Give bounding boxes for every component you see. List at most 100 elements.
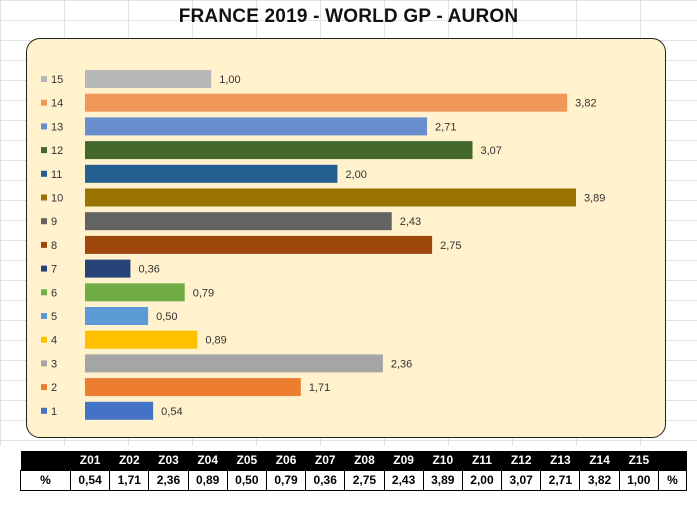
table-header-cell: Z04 <box>197 453 218 467</box>
data-table: Z01 Z02 Z03 Z04 Z05 Z06 Z07 Z08 Z09 Z10 Z11 Z12 Z13 Z… <box>20 451 687 491</box>
data-label-3: 2,36 <box>391 358 412 370</box>
table-value-cell: 2,75 <box>344 470 385 491</box>
legend-swatch-13 <box>41 123 47 130</box>
data-label-12: 3,07 <box>481 145 502 157</box>
data-label-14: 3,82 <box>575 98 596 110</box>
bar-4 <box>85 330 198 349</box>
legend-swatch-11 <box>41 170 47 177</box>
legend-label-4: 4 <box>51 335 57 347</box>
bar-8 <box>85 235 433 254</box>
legend-swatch-15 <box>41 76 47 82</box>
bar-15 <box>85 70 212 88</box>
bar-7 <box>85 259 131 278</box>
legend-label-12: 12 <box>51 145 63 157</box>
table-value-cell: 1,00 <box>618 470 660 491</box>
bar-13 <box>85 117 428 136</box>
table-value-cell: 0,54 <box>69 470 111 491</box>
legend-label-7: 7 <box>51 264 57 276</box>
data-label-10: 3,89 <box>584 193 605 205</box>
table-header-cell: Z10 <box>432 453 454 467</box>
bar-6 <box>85 283 185 302</box>
table-value-cell: 0,36 <box>305 470 346 491</box>
bar-2 <box>85 378 301 397</box>
table-value-cell: 2,00 <box>461 470 503 491</box>
bar-12 <box>85 141 473 160</box>
data-label-11: 2,00 <box>345 169 366 181</box>
bar-5 <box>85 307 149 325</box>
legend-swatch-6 <box>41 289 47 296</box>
data-label-5: 0,50 <box>156 311 177 323</box>
table-header-cell <box>659 451 687 471</box>
data-label-1: 0,54 <box>161 406 182 418</box>
table-header-cell: Z08 <box>354 453 375 467</box>
legend-label-8: 8 <box>51 240 57 252</box>
data-label-6: 0,79 <box>193 287 214 299</box>
table-header-row: Z01 Z02 Z03 Z04 Z05 Z06 Z07 Z08 Z09 Z10 Z11 Z12 Z13 Z… <box>20 451 687 471</box>
legend-swatch-14 <box>41 99 47 106</box>
data-table-wrapper: Z01 Z02 Z03 Z04 Z05 Z06 Z07 Z08 Z09 Z10 Z11 Z12 Z13 Z… <box>20 451 687 491</box>
legend-swatch-3 <box>41 360 47 367</box>
legend-label-15: 15 <box>51 74 63 86</box>
table-header-cell: Z05 <box>236 453 258 467</box>
table-value-cell: 3,07 <box>501 470 542 491</box>
table-value-cell: 0,50 <box>226 470 267 491</box>
legend-swatch-1 <box>41 407 47 414</box>
legend-swatch-7 <box>41 265 47 272</box>
table-value-cell: 2,36 <box>148 470 189 491</box>
data-label-9: 2,43 <box>400 216 421 228</box>
bar-11 <box>85 164 338 183</box>
table-value-cell: % <box>20 470 71 491</box>
legend-swatch-2 <box>41 384 47 391</box>
table-header-cell: Z03 <box>158 453 179 467</box>
table-header-cell: Z09 <box>393 453 414 467</box>
bar-3 <box>85 354 383 373</box>
table-header-cell: Z15 <box>628 453 650 467</box>
table-value-cell: 0,79 <box>265 470 307 491</box>
table-value-cell: 3,82 <box>579 470 620 491</box>
table-value-cell: 2,43 <box>383 470 424 491</box>
data-label-2: 1,71 <box>309 382 330 394</box>
bar-10 <box>85 188 577 207</box>
table-header-cell: Z12 <box>510 453 532 467</box>
legend-label-2: 2 <box>51 382 57 394</box>
table-value-row: % 0,54 1,71 2,36 0,89 0,50 0,79 0,36 2,75 2,43 3,8… <box>20 470 687 491</box>
table-value-cell: 1,71 <box>109 470 150 491</box>
chart-title: FRANCE 2019 - WORLD GP - AURON <box>178 6 519 27</box>
table-header-cell: Z13 <box>550 453 571 467</box>
legend-swatch-5 <box>41 313 47 319</box>
table-header-cell: Z14 <box>589 453 610 467</box>
data-label-13: 2,71 <box>435 121 456 133</box>
legend-label-5: 5 <box>51 311 57 323</box>
data-label-8: 2,75 <box>440 240 461 252</box>
legend-swatch-12 <box>41 147 47 154</box>
table-header-cell <box>21 451 71 471</box>
table-header-cell: Z01 <box>79 453 101 467</box>
bar-9 <box>85 212 392 231</box>
bar-1 <box>85 401 154 420</box>
legend-label-9: 9 <box>51 216 57 228</box>
bar-chart: 0,54 1 1,71 2 2,36 3 0,89 4 0,50 5 0,79 6 0,36 7 2,75 8… <box>41 70 605 420</box>
legend-label-6: 6 <box>51 287 57 299</box>
legend-label-13: 13 <box>51 121 63 133</box>
legend-swatch-4 <box>41 336 47 343</box>
table-value-cell: % <box>658 470 687 491</box>
legend-label-10: 10 <box>51 193 63 205</box>
table-value-cell: 2,71 <box>540 470 581 491</box>
table-value-cell: 3,89 <box>422 470 463 491</box>
data-label-7: 0,36 <box>138 264 159 276</box>
data-label-15: 1,00 <box>219 74 240 86</box>
legend-swatch-8 <box>41 241 47 248</box>
legend-label-14: 14 <box>51 98 63 110</box>
table-header-cell: Z02 <box>118 453 140 467</box>
legend-swatch-9 <box>41 218 47 225</box>
legend-swatch-10 <box>41 194 47 201</box>
legend-label-11: 11 <box>51 169 62 181</box>
table-header-cell: Z11 <box>471 453 492 467</box>
data-label-4: 0,89 <box>205 335 226 347</box>
legend-label-1: 1 <box>51 406 57 418</box>
table-header-cell: Z06 <box>275 453 297 467</box>
bar-14 <box>85 93 568 112</box>
legend-label-3: 3 <box>51 358 57 370</box>
table-header-cell: Z07 <box>314 453 336 467</box>
table-value-cell: 0,89 <box>187 470 228 491</box>
